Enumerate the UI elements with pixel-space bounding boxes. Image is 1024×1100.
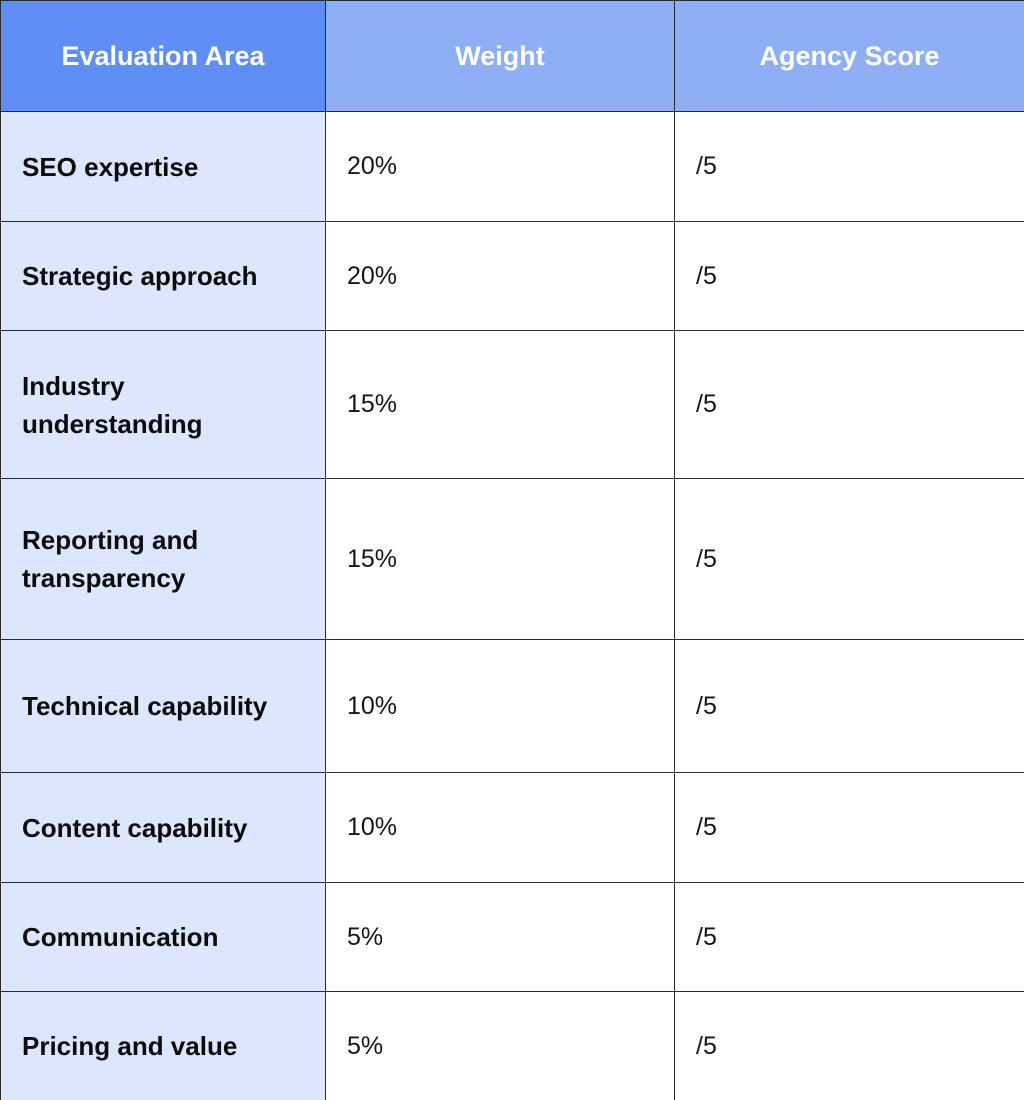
header-row: Evaluation Area Weight Agency Score xyxy=(0,0,1024,112)
row-score-cell: /5 xyxy=(674,478,1024,640)
row-weight-value: 10% xyxy=(325,639,675,773)
row-score-cell: /5 xyxy=(674,111,1024,222)
header-agency-score: Agency Score xyxy=(674,0,1024,112)
row-score-cell: /5 xyxy=(674,639,1024,773)
row-weight-value: 5% xyxy=(325,991,675,1100)
row-weight-value: 20% xyxy=(325,111,675,222)
table-row: Pricing and value 5% /5 xyxy=(0,991,1024,1100)
row-area-label: Technical capability xyxy=(0,639,326,773)
row-weight-value: 10% xyxy=(325,772,675,883)
table-row: Reporting and transparency 15% /5 xyxy=(0,478,1024,640)
row-score-cell: /5 xyxy=(674,330,1024,479)
table-body: SEO expertise 20% /5 Strategic approach … xyxy=(0,111,1024,1100)
row-area-label: Industry understanding xyxy=(0,330,326,479)
row-score-cell: /5 xyxy=(674,991,1024,1100)
row-area-label: SEO expertise xyxy=(0,111,326,222)
table-row: Communication 5% /5 xyxy=(0,882,1024,992)
header-weight: Weight xyxy=(325,0,675,112)
table-row: SEO expertise 20% /5 xyxy=(0,111,1024,222)
row-weight-value: 5% xyxy=(325,882,675,992)
header-evaluation-area: Evaluation Area xyxy=(0,0,326,112)
table-row: Content capability 10% /5 xyxy=(0,772,1024,883)
row-area-label: Communication xyxy=(0,882,326,992)
row-score-cell: /5 xyxy=(674,772,1024,883)
table-row: Industry understanding 15% /5 xyxy=(0,330,1024,479)
table-header: Evaluation Area Weight Agency Score xyxy=(0,0,1024,112)
row-score-cell: /5 xyxy=(674,882,1024,992)
row-weight-value: 15% xyxy=(325,478,675,640)
row-area-label: Content capability xyxy=(0,772,326,883)
row-score-cell: /5 xyxy=(674,221,1024,331)
row-area-label: Pricing and value xyxy=(0,991,326,1100)
row-weight-value: 20% xyxy=(325,221,675,331)
row-area-label: Strategic approach xyxy=(0,221,326,331)
row-weight-value: 15% xyxy=(325,330,675,479)
table-row: Technical capability 10% /5 xyxy=(0,639,1024,773)
row-area-label: Reporting and transparency xyxy=(0,478,326,640)
table-row: Strategic approach 20% /5 xyxy=(0,221,1024,331)
